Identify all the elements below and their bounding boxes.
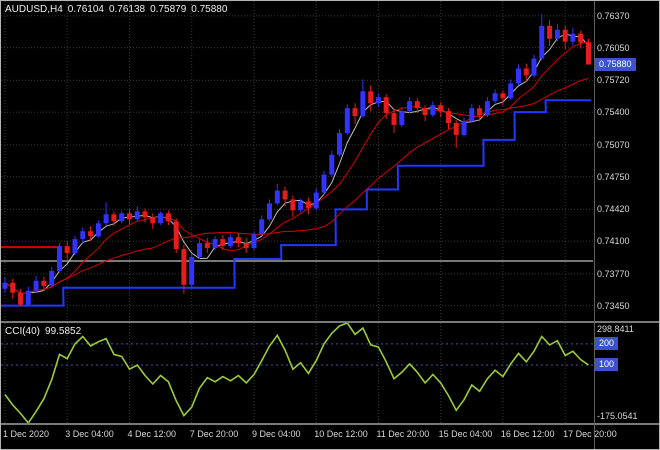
price-tick: 0.74100 [597, 236, 630, 247]
current-price-badge: 0.75880 [595, 57, 636, 71]
time-tick: 9 Dec 04:00 [251, 429, 301, 439]
cci-scale-min: -175.0541 [597, 411, 638, 421]
close-value: 0.75880 [191, 4, 228, 15]
price-tick: 0.75720 [597, 75, 630, 86]
pane-separator[interactable] [1, 321, 659, 323]
time-tick: 10 Dec 12:00 [314, 429, 368, 439]
price-tick: 0.75070 [597, 139, 630, 150]
time-tick: 15 Dec 04:00 [438, 429, 493, 439]
time-tick: 11 Dec 20:00 [376, 429, 430, 439]
price-tick: 0.76050 [597, 42, 630, 53]
price-axis[interactable]: 0.76370 0.76050 0.75720 0.75400 0.75070 0.747… [595, 1, 659, 321]
cci-scale-max: 298.8411 [597, 324, 634, 334]
price-tick: 0.73770 [597, 268, 630, 279]
price-tick: 0.73450 [597, 300, 630, 311]
symbol-label: AUDUSD,H4 [5, 4, 63, 15]
axis-separator [594, 1, 595, 449]
time-tick: 17 Dec 20:00 [563, 429, 617, 439]
cci-indicator-label: CCI(40) 99.5852 [5, 326, 81, 337]
cci-name: CCI(40) [5, 326, 41, 337]
time-tick: 4 Dec 12:00 [127, 429, 177, 439]
time-axis[interactable]: 1 Dec 2020 3 Dec 04:00 4 Dec 12:00 7 Dec 20… [1, 425, 659, 449]
pane-separator[interactable] [1, 423, 659, 425]
cci-indicator-canvas[interactable] [1, 323, 593, 423]
low-value: 0.75879 [150, 4, 187, 15]
cci-level-badge: 100 [595, 357, 619, 371]
time-tick: 3 Dec 04:00 [65, 429, 114, 439]
price-tick: 0.74750 [597, 171, 630, 182]
time-tick: 16 Dec 12:00 [500, 429, 555, 439]
chart-quote-line: AUDUSD,H4 0.76104 0.76138 0.75879 0.7588… [5, 4, 227, 15]
time-tick: 1 Dec 2020 [3, 429, 50, 439]
cci-level-badge: 200 [595, 336, 619, 350]
main-chart-canvas[interactable] [1, 1, 593, 321]
price-tick: 0.76370 [597, 10, 630, 21]
price-tick: 0.75400 [597, 107, 630, 118]
cci-value: 99.5852 [45, 326, 82, 337]
price-tick: 0.74420 [597, 204, 630, 215]
high-value: 0.76138 [108, 4, 146, 15]
open-value: 0.76104 [67, 4, 104, 15]
time-tick: 7 Dec 20:00 [189, 429, 239, 439]
